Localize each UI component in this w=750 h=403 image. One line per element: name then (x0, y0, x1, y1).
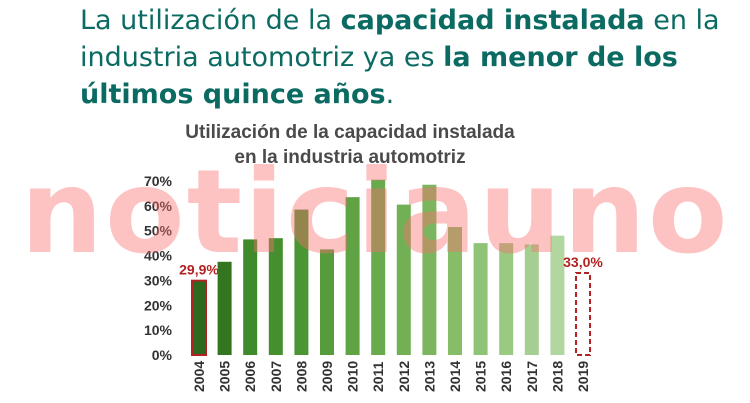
x-tick-label: 2019 (575, 361, 591, 392)
bar-2009 (320, 249, 334, 355)
x-tick-label: 2006 (242, 361, 258, 392)
bar-2012 (396, 204, 411, 355)
y-tick-label: 20% (144, 297, 173, 313)
x-tick-label: 2017 (524, 361, 540, 392)
bar-2004 (191, 279, 207, 357)
bar-2007 (268, 238, 283, 355)
headline-text: La utilización de la (80, 5, 341, 36)
x-tick-label: 2014 (447, 361, 463, 392)
headline: La utilización de la capacidad instalada… (80, 2, 740, 113)
bar-2018 (550, 235, 565, 355)
chart-title-line: Utilización de la capacidad instalada (185, 122, 515, 143)
data-label: 29,9% (179, 262, 219, 278)
x-tick-label: 2004 (191, 361, 207, 392)
bar-2013 (422, 184, 437, 355)
bar-2011 (371, 179, 386, 355)
x-tick-label: 2013 (421, 361, 437, 392)
y-tick-label: 40% (144, 248, 173, 264)
headline-bold: capacidad instalada (340, 5, 645, 36)
y-tick-label: 30% (144, 272, 173, 288)
y-tick-label: 10% (144, 322, 173, 338)
bar-2019 (575, 271, 591, 357)
bar-2017 (524, 244, 539, 355)
x-tick-label: 2011 (370, 361, 386, 392)
headline-text: . (385, 79, 395, 110)
x-tick-label: 2015 (473, 361, 489, 392)
x-tick-label: 2016 (498, 361, 514, 392)
headline-text: en la industria automotriz ya es (80, 5, 720, 73)
y-tick-label: 60% (144, 198, 173, 214)
bar-2016 (499, 243, 514, 355)
x-tick-label: 2007 (268, 361, 284, 392)
bar-2015 (473, 243, 488, 355)
x-tick-label: 2012 (396, 361, 412, 392)
x-tick-label: 2009 (319, 361, 335, 392)
y-tick-label: 50% (144, 223, 173, 239)
x-tick-label: 2005 (217, 361, 233, 392)
x-tick-label: 2010 (345, 361, 361, 392)
bar-2014 (448, 226, 462, 355)
bar-2006 (243, 239, 258, 355)
y-tick-label: 70% (144, 173, 173, 189)
x-tick-label: 2018 (549, 361, 565, 392)
y-tick-label: 0% (152, 347, 173, 363)
x-tick-label: 2008 (293, 361, 309, 392)
chart-title-line: en la industria automotriz (234, 147, 466, 168)
data-label: 33,0% (563, 254, 603, 270)
chart-title: Utilización de la capacidad instalada en… (150, 120, 550, 170)
bar-2010 (345, 197, 360, 355)
bar-2005 (217, 261, 232, 355)
headline-bold: la menor de los últimos quince años (80, 42, 678, 110)
bar-2008 (294, 209, 309, 355)
